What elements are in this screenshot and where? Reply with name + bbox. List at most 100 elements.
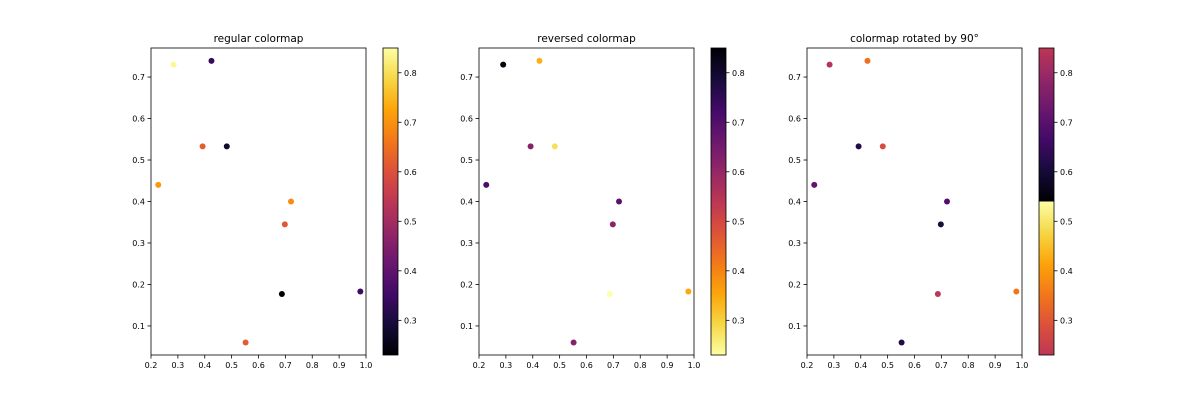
- scatter-point: [278, 291, 285, 298]
- plot-area: [478, 47, 695, 356]
- x-tick-label: 0.8: [306, 361, 319, 370]
- scatter-point: [527, 143, 534, 150]
- x-tick-label: 0.9: [661, 361, 674, 370]
- x-tick-label: 0.4: [526, 361, 539, 370]
- x-tick-label: 0.4: [198, 361, 211, 370]
- colorbar-tick-label: 0.6: [1060, 168, 1073, 177]
- colorbar-tick-label: 0.8: [732, 69, 745, 78]
- scatter-point: [855, 143, 862, 150]
- scatter-point: [1013, 288, 1020, 295]
- colorbar-tick-label: 0.4: [1060, 267, 1073, 276]
- colorbar: [1038, 47, 1055, 356]
- x-tick-label: 0.3: [172, 361, 185, 370]
- x-tick-label: 0.8: [634, 361, 647, 370]
- colorbar-tick-label: 0.4: [732, 267, 745, 276]
- scatter-point: [551, 143, 558, 150]
- y-tick-label: 0.4: [788, 198, 801, 207]
- colorbar-tick-label: 0.5: [404, 217, 417, 226]
- colorbar-tick-label: 0.3: [404, 316, 417, 325]
- colorbar-tick-label: 0.6: [404, 168, 417, 177]
- colorbar-tick-label: 0.3: [1060, 316, 1073, 325]
- scatter-point: [826, 61, 833, 68]
- colorbar-tick-label: 0.7: [1060, 118, 1073, 127]
- plot-area: [150, 47, 367, 356]
- colorbar-tick-label: 0.8: [1060, 69, 1073, 78]
- y-tick-label: 0.7: [132, 73, 145, 82]
- x-tick-label: 0.5: [881, 361, 894, 370]
- x-tick-label: 0.2: [145, 361, 158, 370]
- y-tick-label: 0.3: [132, 239, 145, 248]
- scatter-point: [281, 221, 288, 228]
- x-tick-label: 1.0: [1016, 361, 1029, 370]
- y-tick-label: 0.1: [460, 322, 473, 331]
- x-tick-label: 0.7: [607, 361, 620, 370]
- y-tick-label: 0.2: [132, 280, 145, 289]
- scatter-point: [685, 288, 692, 295]
- x-tick-label: 0.3: [500, 361, 513, 370]
- y-tick-label: 0.4: [460, 198, 473, 207]
- colorbar-tick-label: 0.5: [1060, 217, 1073, 226]
- colorbar-tick-label: 0.7: [732, 118, 745, 127]
- colorbar-tick-label: 0.6: [732, 168, 745, 177]
- chart-title: reversed colormap: [537, 33, 636, 45]
- y-tick-label: 0.1: [132, 322, 145, 331]
- colorbar-tick-label: 0.5: [732, 217, 745, 226]
- x-tick-label: 0.5: [553, 361, 566, 370]
- x-tick-label: 0.6: [580, 361, 593, 370]
- x-tick-label: 0.7: [279, 361, 292, 370]
- chart-title: colormap rotated by 90°: [850, 33, 979, 45]
- scatter-point: [937, 221, 944, 228]
- x-tick-label: 0.5: [225, 361, 238, 370]
- y-tick-label: 0.7: [460, 73, 473, 82]
- plot-area: [806, 47, 1023, 356]
- scatter-point: [898, 339, 905, 346]
- x-tick-label: 0.7: [935, 361, 948, 370]
- x-tick-label: 0.8: [962, 361, 975, 370]
- chart-panel-1: regular colormap 0.2 0.3 0.4 0.5 0.6 0.7 0.8 0.9…: [132, 33, 416, 370]
- scatter-point: [944, 198, 951, 205]
- y-tick-label: 0.1: [788, 322, 801, 331]
- scatter-point: [208, 57, 215, 64]
- scatter-point: [864, 57, 871, 64]
- x-tick-label: 0.9: [333, 361, 346, 370]
- y-tick-label: 0.3: [460, 239, 473, 248]
- y-tick-label: 0.6: [788, 115, 801, 124]
- scatter-point: [606, 291, 613, 298]
- chart-panel-3: colormap rotated by 90° 0.2 0.3 0.4 0.5 0.6 0.…: [788, 33, 1072, 370]
- y-tick-label: 0.5: [788, 156, 801, 165]
- y-tick-label: 0.2: [788, 280, 801, 289]
- chart-panel-2: reversed colormap 0.2 0.3 0.4 0.5 0.6 0.7 0.8 0.…: [460, 33, 744, 370]
- scatter-point: [934, 291, 941, 298]
- x-tick-label: 0.3: [828, 361, 841, 370]
- y-tick-label: 0.3: [788, 239, 801, 248]
- x-tick-label: 0.6: [908, 361, 921, 370]
- scatter-point: [199, 143, 206, 150]
- x-tick-label: 0.2: [801, 361, 814, 370]
- y-tick-label: 0.5: [132, 156, 145, 165]
- scatter-point: [288, 198, 295, 205]
- scatter-point: [223, 143, 230, 150]
- x-tick-label: 0.4: [854, 361, 867, 370]
- chart-title: regular colormap: [214, 33, 304, 45]
- scatter-point: [357, 288, 364, 295]
- scatter-point: [616, 198, 623, 205]
- x-tick-label: 0.2: [473, 361, 486, 370]
- scatter-point: [879, 143, 886, 150]
- y-tick-label: 0.2: [460, 280, 473, 289]
- y-tick-label: 0.6: [132, 115, 145, 124]
- colorbar-tick-label: 0.3: [732, 316, 745, 325]
- colorbar: [382, 47, 399, 356]
- y-tick-label: 0.7: [788, 73, 801, 82]
- y-tick-label: 0.4: [132, 198, 145, 207]
- y-tick-label: 0.6: [460, 115, 473, 124]
- scatter-point: [570, 339, 577, 346]
- x-tick-label: 1.0: [688, 361, 701, 370]
- scatter-point: [483, 181, 490, 188]
- y-tick-label: 0.5: [460, 156, 473, 165]
- scatter-point: [536, 57, 543, 64]
- colorbar-tick-label: 0.8: [404, 69, 417, 78]
- x-tick-label: 1.0: [360, 361, 373, 370]
- scatter-point: [242, 339, 249, 346]
- x-tick-label: 0.9: [989, 361, 1002, 370]
